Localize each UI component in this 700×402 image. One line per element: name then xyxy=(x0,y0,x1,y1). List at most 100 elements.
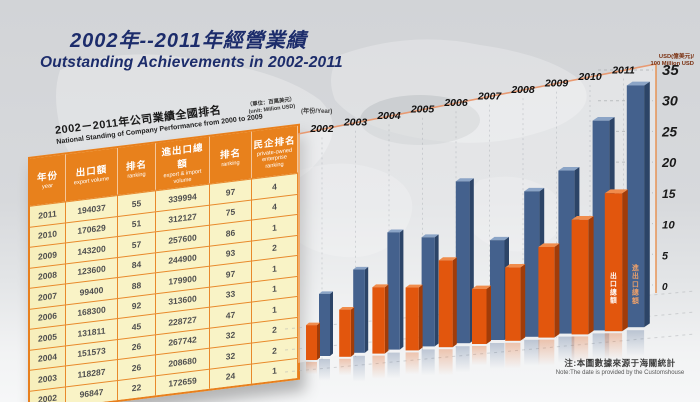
total-bar-reflection xyxy=(421,349,435,376)
footnote-zh: 注:本圖數據來源于海關統計 xyxy=(564,358,676,368)
export-bar xyxy=(604,193,623,332)
total-bar-top xyxy=(353,266,369,270)
axis-tick-label: 10 xyxy=(662,220,675,232)
year-label: 2004 xyxy=(376,110,401,122)
export-bar-side xyxy=(622,189,628,332)
export-bar-reflection xyxy=(438,349,453,376)
export-bar-top xyxy=(306,322,320,326)
export-bar-side xyxy=(317,322,320,360)
total-bar xyxy=(353,269,365,353)
total-bar-side xyxy=(330,291,333,356)
year-axis-caption: (年份/Year) xyxy=(301,107,332,115)
axis-unit-label: USD(億美元)/ xyxy=(659,52,694,60)
table-cell: 22 xyxy=(118,374,156,400)
axis-tick-label: 25 xyxy=(661,124,678,139)
export-bar-reflection xyxy=(505,342,521,369)
total-bar xyxy=(319,293,330,356)
axis-tick-label: 35 xyxy=(662,62,679,79)
table-header-cell: 排名 ranking xyxy=(118,143,156,195)
export-bar-top xyxy=(538,243,560,247)
axis-unit-label: 100 Million USD xyxy=(651,61,695,67)
table-header-cell: 排名 ranking xyxy=(210,131,252,184)
total-bar xyxy=(524,191,540,337)
year-label: 2010 xyxy=(577,71,602,83)
export-bar-side xyxy=(588,216,594,335)
year-label: 2006 xyxy=(443,97,468,109)
bar-label-export: 出 xyxy=(610,271,617,280)
year-label: 2007 xyxy=(477,91,503,103)
total-bar-top xyxy=(592,116,615,121)
export-bar-top xyxy=(571,216,594,220)
total-bar-side xyxy=(644,81,650,328)
export-bar xyxy=(405,287,419,351)
bar-label-total: 出 xyxy=(632,271,639,280)
bar-label-total: 口 xyxy=(632,280,639,288)
export-bar xyxy=(571,219,589,335)
total-bar-side xyxy=(399,229,404,350)
total-bar-side xyxy=(364,266,369,353)
export-bar-top xyxy=(438,257,457,261)
year-label: 2011 xyxy=(611,65,635,77)
axis-tick-label: 0 xyxy=(662,282,668,293)
export-bar-top xyxy=(505,263,526,268)
total-bar-top xyxy=(490,236,509,241)
export-bar-top xyxy=(472,285,491,289)
export-bar-reflection xyxy=(372,355,385,379)
year-axis-line xyxy=(297,63,657,135)
axis-tick-label: 15 xyxy=(662,187,676,201)
ranking-table: 年份 year 出口額 export volume 排名 ranking 進出口總額 expo… xyxy=(28,123,300,402)
axis-tick-label: 20 xyxy=(661,155,677,170)
table-header-cell: 年份 year xyxy=(30,154,66,206)
year-label: 2008 xyxy=(510,84,535,96)
total-bar-side xyxy=(434,234,439,347)
export-bar-top xyxy=(339,306,355,310)
page-title: 2002年--2011年經營業績 Outstanding Achievement… xyxy=(40,24,343,72)
export-bar xyxy=(372,287,385,354)
export-bar-side xyxy=(554,243,560,338)
export-bar-reflection xyxy=(538,339,555,366)
total-bar xyxy=(387,232,400,350)
bar-chart: 35 30 25 20 15 10 5 0 USD(億美元)/100 Million USD (年… xyxy=(285,52,696,382)
year-label: 2003 xyxy=(343,117,368,129)
table-header-cell: 進出口總額 export & import volume xyxy=(156,136,210,191)
axis-tick-label: 5 xyxy=(662,250,669,262)
bar-label-total: 總 xyxy=(632,288,639,297)
year-label: 2005 xyxy=(410,104,435,116)
year-label: 2002 xyxy=(309,123,334,135)
export-bar-reflection xyxy=(472,346,487,366)
total-bar-top xyxy=(387,229,404,233)
total-bar-reflection xyxy=(558,336,575,363)
export-bar-side xyxy=(486,285,491,344)
total-bar-reflection xyxy=(455,346,470,373)
year-label: 2009 xyxy=(544,78,569,90)
total-bar xyxy=(626,85,645,328)
total-bar-reflection xyxy=(626,330,645,357)
export-bar-side xyxy=(418,284,423,351)
total-bar-top xyxy=(455,178,474,182)
export-bar xyxy=(538,246,555,338)
bar-label-export: 口 xyxy=(610,280,617,288)
footnote: 注:本圖數據來源于海關統計 Note:The date is provided … xyxy=(540,357,700,376)
bar-label-total: 進 xyxy=(632,263,639,272)
total-bar-top xyxy=(524,187,545,192)
export-bar-side xyxy=(350,306,355,357)
export-bar-reflection xyxy=(604,333,623,360)
bar-label-export: 總 xyxy=(610,287,617,296)
export-bar xyxy=(339,309,351,357)
bar-label-export: 額 xyxy=(610,296,617,305)
export-bar-reflection xyxy=(339,358,351,376)
page-title-en: Outstanding Achievements in 2002-2011 xyxy=(40,54,343,71)
bar-label-total: 額 xyxy=(632,296,639,305)
total-bar-top xyxy=(319,291,333,294)
total-bar-top xyxy=(626,81,650,86)
total-bar-top xyxy=(421,234,439,238)
export-bar-reflection xyxy=(405,352,419,375)
total-bar xyxy=(490,240,505,340)
total-bar-reflection xyxy=(524,339,540,366)
export-bar-side xyxy=(520,263,526,341)
axis-tick-label: 30 xyxy=(662,94,678,110)
table-header-cell: 出口額 export volume xyxy=(66,147,118,202)
ranking-table-wrap: 年份 year 出口額 export volume 排名 ranking 進出口總額 expo… xyxy=(28,123,300,402)
export-bar-top xyxy=(405,284,423,288)
export-bar xyxy=(306,325,317,360)
